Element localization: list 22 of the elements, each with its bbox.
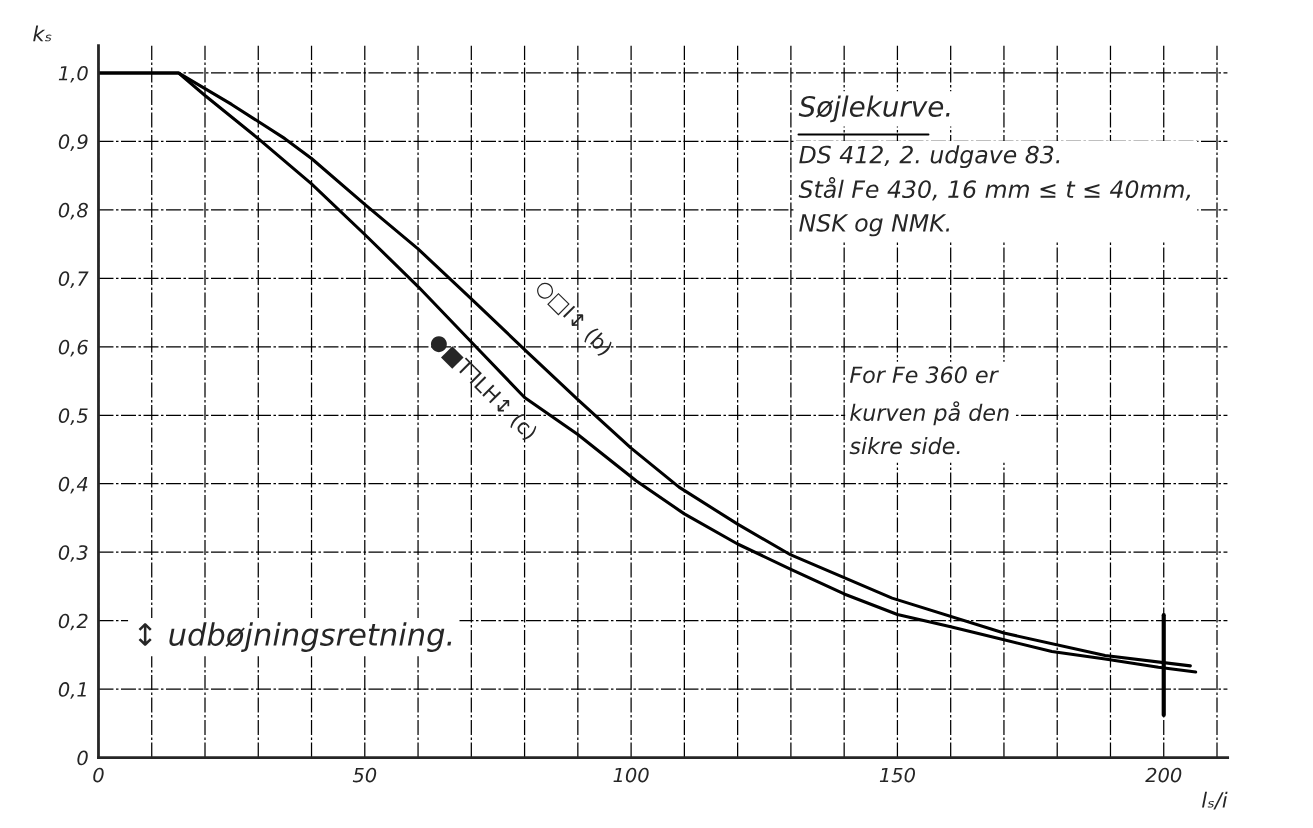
y-tick-label: 0,6 xyxy=(58,339,88,357)
y-tick-label: 0,5 xyxy=(58,408,88,425)
y-tick-label: 0,7 xyxy=(58,271,89,288)
x-axis-title: lₛ/i xyxy=(1202,791,1228,810)
y-tick-label: 0,9 xyxy=(58,134,88,152)
y-tick-label: 0 xyxy=(77,750,88,766)
x-tick-label: 200 xyxy=(1145,767,1182,783)
y-tick-label: 1,0 xyxy=(58,65,88,83)
y-axis-title: kₛ xyxy=(33,25,52,42)
x-tick-label: 100 xyxy=(613,767,649,783)
text: Søjlekurve. xyxy=(798,95,950,123)
annotation: ↕ udbøjningsretning. xyxy=(138,622,452,652)
x-tick-label: 150 xyxy=(879,767,915,783)
annotation: For Fe 360 er kurven på den sikre side. xyxy=(849,366,1009,455)
x-tick-label: 0 xyxy=(93,767,104,783)
y-tick-label: 0,1 xyxy=(58,682,86,699)
y-tick-label: 0,4 xyxy=(58,476,88,494)
y-tick-label: 0,3 xyxy=(58,545,88,562)
y-tick-label: 0,8 xyxy=(58,202,88,220)
text: DS 412, 2. udgave 83. Stål Fe 430, 16 mm ≤ t ≤ 40mm, NSK og NMK. xyxy=(798,145,1191,237)
y-tick-label: 0,2 xyxy=(58,613,88,631)
x-tick-label: 50 xyxy=(352,767,377,783)
